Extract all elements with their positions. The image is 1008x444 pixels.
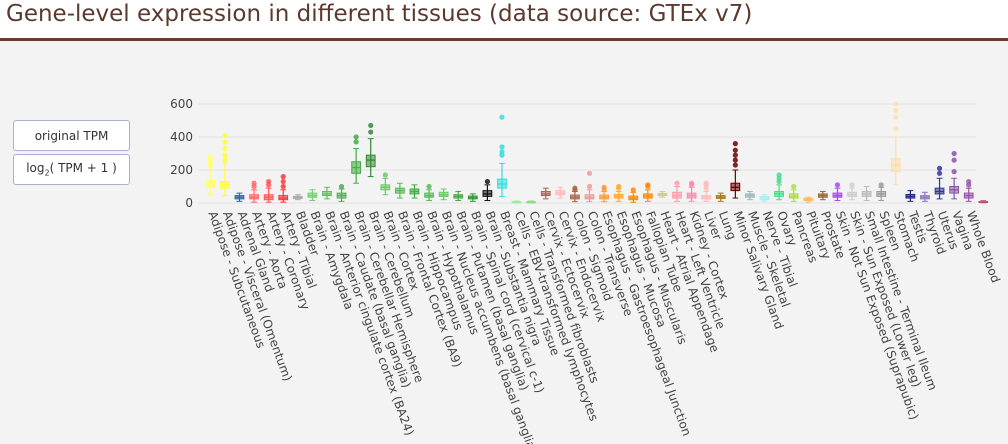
outlier-point bbox=[732, 162, 738, 168]
log-sub: 2 bbox=[44, 168, 50, 178]
outlier-point bbox=[280, 174, 286, 180]
outlier-point bbox=[732, 157, 738, 163]
outlier-point bbox=[499, 114, 505, 120]
outlier-point bbox=[353, 139, 359, 145]
outlier-point bbox=[834, 182, 841, 188]
page-title: Gene-level expression in different tissu… bbox=[6, 1, 753, 27]
original-tpm-button[interactable]: original TPM bbox=[13, 120, 130, 151]
outlier-point bbox=[732, 141, 738, 147]
original-tpm-label: original TPM bbox=[34, 128, 109, 143]
outlier-point bbox=[368, 129, 374, 135]
outlier-point bbox=[616, 183, 622, 190]
outlier-point bbox=[382, 172, 388, 178]
outlier-point bbox=[951, 150, 957, 157]
outlier-point bbox=[936, 165, 943, 171]
outlier-point bbox=[586, 170, 593, 176]
outlier-point bbox=[484, 178, 491, 185]
outlier-point bbox=[703, 180, 709, 186]
chart-panel: original TPM log2( TPM + 1 ) 0 200 400 600 A… bbox=[0, 41, 1008, 444]
outlier-point bbox=[893, 108, 899, 114]
outlier-point bbox=[893, 114, 899, 120]
outlier-point bbox=[207, 154, 213, 160]
outlier-point bbox=[353, 134, 359, 140]
outlier-point bbox=[222, 132, 228, 138]
outlier-point bbox=[499, 144, 505, 150]
y-tick-label: 0 bbox=[185, 196, 193, 210]
outlier-point bbox=[688, 180, 695, 186]
outlier-point bbox=[601, 184, 607, 190]
outlier-point bbox=[266, 178, 272, 185]
outlier-point bbox=[951, 157, 957, 163]
outlier-point bbox=[280, 178, 286, 185]
outlier-point bbox=[222, 139, 228, 145]
outlier-point bbox=[951, 169, 957, 175]
outlier-point bbox=[368, 122, 374, 129]
box bbox=[365, 154, 376, 168]
outlier-point bbox=[280, 183, 286, 190]
outlier-point bbox=[893, 126, 899, 132]
log-suffix: ( TPM + 1 ) bbox=[49, 161, 117, 176]
outlier-point bbox=[674, 180, 680, 186]
title-bar: Gene-level expression in different tissu… bbox=[0, 0, 1008, 41]
outlier-point bbox=[499, 149, 505, 155]
outlier-point bbox=[936, 170, 943, 176]
outlier-point bbox=[630, 187, 636, 193]
outlier-point bbox=[251, 180, 257, 186]
outlier-point bbox=[878, 182, 884, 188]
log2-tpm-label: log2( TPM + 1 ) bbox=[26, 161, 117, 177]
outlier-point bbox=[338, 183, 345, 190]
log2-tpm-button[interactable]: log2( TPM + 1 ) bbox=[13, 154, 130, 185]
outlier-point bbox=[586, 183, 593, 190]
outlier-point bbox=[426, 183, 432, 190]
y-tick-label: 400 bbox=[170, 130, 193, 144]
outlier-point bbox=[645, 182, 651, 188]
outlier-point bbox=[791, 183, 797, 190]
outlier-point bbox=[572, 185, 578, 191]
outlier-point bbox=[893, 101, 899, 107]
outlier-point bbox=[849, 182, 855, 188]
outlier-point bbox=[222, 157, 228, 163]
y-tick-label: 600 bbox=[170, 97, 193, 111]
outlier-point bbox=[222, 152, 228, 158]
log-prefix: log bbox=[26, 161, 45, 176]
outlier-point bbox=[732, 147, 738, 153]
outlier-point bbox=[732, 152, 738, 158]
outlier-point bbox=[776, 172, 782, 178]
outlier-point bbox=[966, 178, 972, 185]
y-tick-label: 200 bbox=[170, 163, 193, 177]
outlier-point bbox=[222, 145, 228, 152]
